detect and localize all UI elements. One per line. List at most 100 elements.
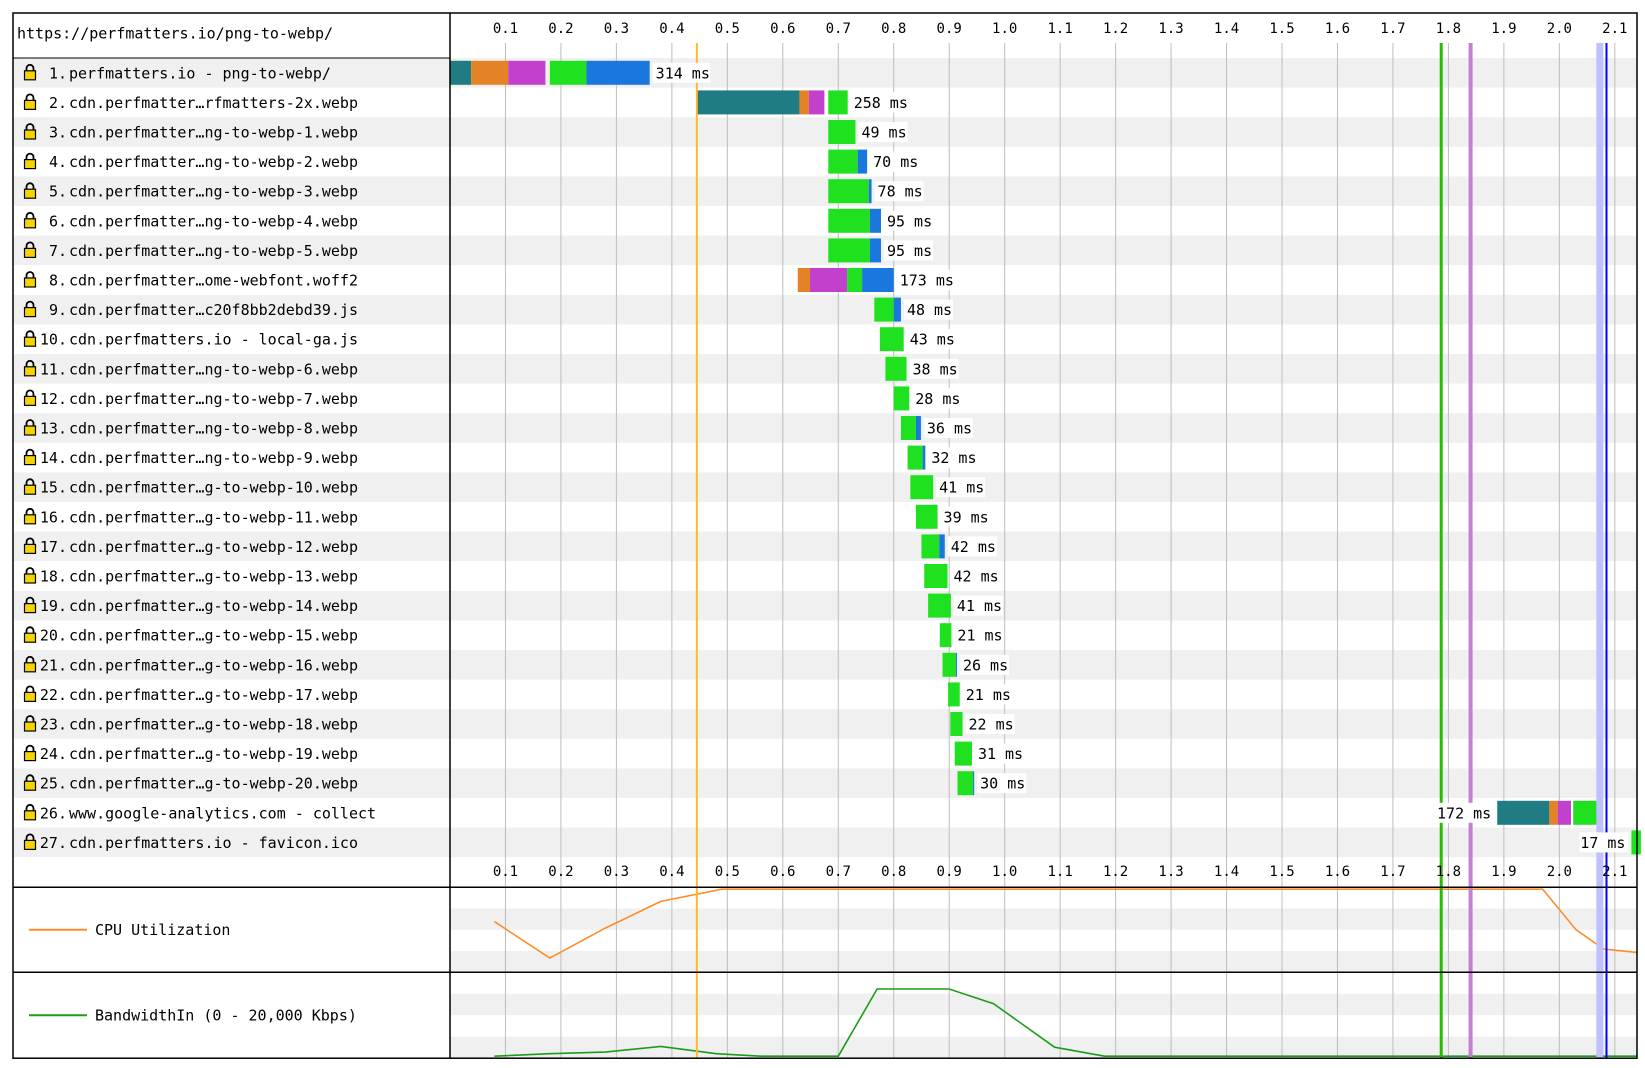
page-url: https://perfmatters.io/png-to-webp/ [17, 25, 333, 43]
request-duration: 42 ms [951, 538, 996, 556]
axis-tick-bottom: 0.4 [659, 864, 684, 880]
bar-ttfb [1573, 800, 1598, 825]
request-duration: 78 ms [878, 183, 923, 201]
lock-icon [23, 152, 37, 170]
bar-connect [1549, 800, 1558, 825]
request-label: cdn.perfmatter…rfmatters-2x.webp [69, 94, 358, 112]
marker-on-load [1596, 43, 1604, 1059]
row-stripe [13, 58, 1637, 88]
bar-ssl [809, 268, 848, 292]
duration-label-bg [950, 566, 1000, 586]
request-label: cdn.perfmatter…ng-to-webp-3.webp [69, 183, 358, 201]
axis-tick-bottom: 1.9 [1491, 864, 1516, 880]
request-duration: 42 ms [954, 568, 999, 586]
bar-ttfb [549, 60, 587, 85]
axis-tick-top: 1.5 [1269, 21, 1294, 37]
request-number: 8. [49, 272, 67, 290]
bar-download [922, 445, 926, 470]
row-stripe [13, 413, 1637, 443]
request-label: www.google-analytics.com - collect [69, 804, 376, 822]
lock-icon [23, 685, 37, 703]
request-duration: 28 ms [915, 390, 960, 408]
bar-ttfb [948, 682, 960, 707]
axis-tick-top: 0.3 [604, 21, 629, 37]
request-label: cdn.perfmatters.io - local-ga.js [69, 331, 358, 349]
bar-ttfb [950, 712, 963, 736]
axis-tick-top: 0.8 [881, 21, 906, 37]
request-number: 5. [49, 183, 67, 201]
bar-ttfb [828, 120, 856, 144]
axis-tick-top: 0.9 [937, 21, 962, 37]
request-duration: 173 ms [900, 272, 954, 290]
request-duration: 41 ms [939, 479, 984, 497]
bandwidth-in-line [494, 988, 1637, 1057]
request-duration: 314 ms [656, 64, 710, 82]
duration-label-bg [858, 122, 908, 142]
request-duration: 31 ms [978, 745, 1023, 763]
duration-label-bg [896, 270, 955, 290]
bar-download [869, 208, 881, 233]
request-number: 7. [49, 242, 67, 260]
request-number: 9. [49, 301, 67, 319]
bar-download [868, 179, 872, 204]
duration-label-bg [883, 210, 933, 231]
request-number: 15. [40, 479, 67, 497]
axis-tick-bottom: 0.1 [493, 864, 518, 880]
bar-download [915, 416, 921, 440]
row-stripe [13, 827, 1637, 858]
duration-label-bg [965, 714, 1015, 734]
marker-dom-content-loaded [1468, 43, 1473, 1059]
axis-tick-top: 1.4 [1214, 21, 1239, 37]
request-label: cdn.perfmatters.io - favicon.ico [69, 834, 358, 852]
bar-ssl [1557, 800, 1571, 825]
bar-ttfb [942, 652, 956, 677]
axis-tick-bottom: 0.9 [937, 864, 962, 880]
request-number: 27. [40, 834, 67, 852]
bar-ttfb [928, 593, 951, 618]
request-duration: 30 ms [980, 775, 1025, 793]
request-number: 24. [40, 745, 67, 763]
lock-icon [23, 271, 37, 288]
axis-tick-bottom: 0.5 [715, 864, 740, 880]
request-label: cdn.perfmatter…g-to-webp-16.webp [69, 656, 358, 674]
request-duration: 49 ms [861, 124, 906, 142]
cpu-utilization-legend: CPU Utilization [95, 921, 230, 939]
request-label: cdn.perfmatter…g-to-webp-11.webp [69, 508, 358, 526]
request-label: cdn.perfmatter…g-to-webp-15.webp [69, 627, 358, 645]
request-label: cdn.perfmatter…c20f8bb2debd39.js [69, 301, 358, 319]
axis-tick-top: 0.5 [715, 21, 740, 37]
request-number: 3. [49, 124, 67, 142]
axis-tick-top: 0.1 [493, 21, 518, 37]
axis-tick-bottom: 0.3 [604, 864, 629, 880]
request-label: cdn.perfmatter…g-to-webp-14.webp [69, 597, 358, 615]
request-number: 20. [40, 627, 67, 645]
duration-label-bg [870, 151, 920, 172]
duration-label-bg [1436, 802, 1495, 823]
axis-tick-top: 1.2 [1103, 21, 1128, 37]
axis-tick-bottom: 1.5 [1269, 864, 1294, 880]
request-number: 1. [49, 64, 67, 82]
row-stripe [13, 531, 1637, 562]
request-duration: 36 ms [927, 420, 972, 438]
bar-download [869, 238, 881, 263]
request-number: 4. [49, 153, 67, 171]
lock-icon [23, 744, 37, 762]
bar-ttfb [879, 327, 904, 352]
duration-label-bg [962, 684, 1012, 705]
axis-tick-bottom: 2.0 [1547, 864, 1572, 880]
lock-icon [23, 93, 37, 111]
request-label: cdn.perfmatter…g-to-webp-17.webp [69, 686, 358, 704]
bar-dns [697, 90, 800, 115]
request-label: cdn.perfmatter…ng-to-webp-5.webp [69, 242, 358, 260]
axis-tick-bottom: 0.2 [548, 864, 573, 880]
lock-icon [23, 567, 37, 584]
bar-download [955, 652, 957, 677]
bar-ttfb [954, 741, 972, 766]
bar-ttfb [924, 564, 948, 588]
duration-label-bg [947, 536, 997, 557]
duration-label-bg [940, 506, 990, 527]
axis-tick-bottom: 1.8 [1436, 864, 1461, 880]
request-label: cdn.perfmatter…g-to-webp-12.webp [69, 538, 358, 556]
axis-tick-top: 0.2 [548, 21, 573, 37]
request-label: perfmatters.io - png-to-webp/ [69, 64, 331, 82]
